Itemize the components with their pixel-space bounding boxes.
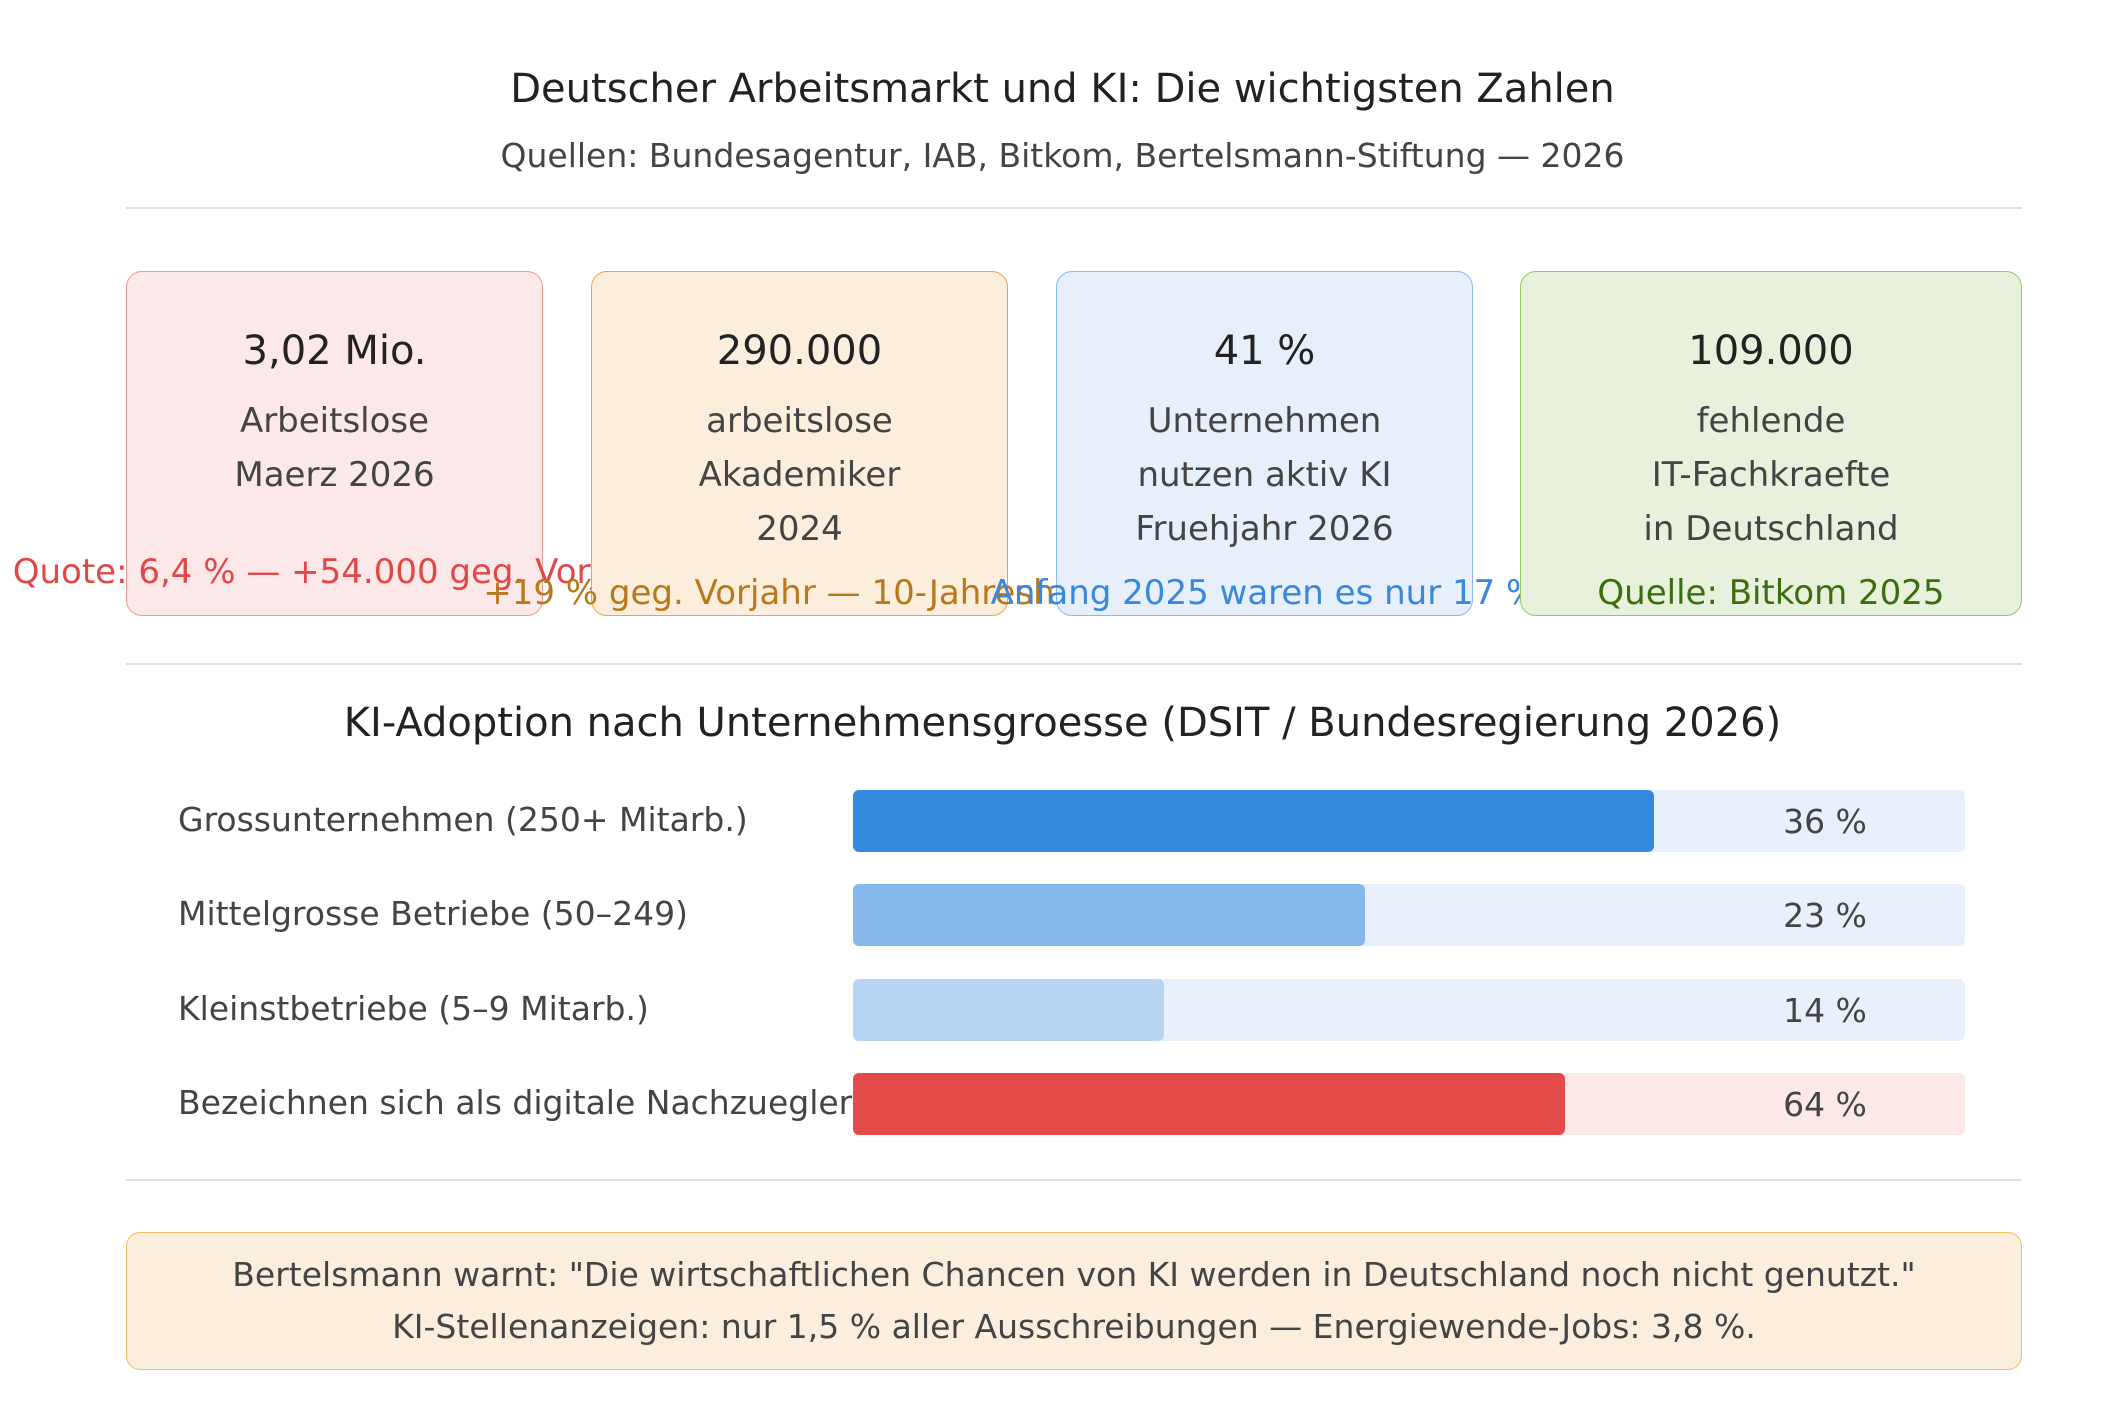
kpi-label: Arbeitslose Maerz 2026	[127, 394, 542, 502]
kpi-label-line: Arbeitslose	[239, 401, 430, 441]
kpi-value: 41 %	[1213, 328, 1316, 374]
kpi-note: Quelle: Bitkom 2025	[1597, 573, 1945, 613]
section-title: KI-Adoption nach Unternehmensgroesse (DS…	[343, 700, 1782, 746]
kpi-label: arbeitslose Akademiker 2024	[592, 394, 1007, 556]
bar-label: Mittelgrosse Betriebe (50–249)	[178, 894, 689, 933]
bar-fill	[853, 790, 1654, 852]
kpi-label-line: Fruehjahr 2026	[1135, 509, 1394, 549]
kpi-note: Anfang 2025 waren es nur 17 %	[990, 573, 1539, 613]
page-subtitle: Quellen: Bundesagentur, IAB, Bitkom, Ber…	[500, 136, 1625, 175]
kpi-value: 3,02 Mio.	[242, 328, 427, 374]
kpi-card: 41 % Unternehmen nutzen aktiv KI Fruehjahr …	[1056, 271, 1473, 616]
kpi-label-line: Maerz 2026	[234, 455, 435, 495]
kpi-label-line: in Deutschland	[1643, 509, 1899, 549]
bar-label: Grossunternehmen (250+ Mitarb.)	[178, 800, 748, 839]
callout-line-2: KI-Stellenanzeigen: nur 1,5 % aller Auss…	[392, 1307, 1756, 1346]
kpi-label: Unternehmen nutzen aktiv KI Fruehjahr 2026	[1057, 394, 1472, 556]
kpi-value: 290.000	[716, 328, 883, 374]
bar-track	[853, 884, 1965, 946]
callout-line-1: Bertelsmann warnt: "Die wirtschaftlichen…	[232, 1255, 1916, 1294]
bar-value: 23 %	[1783, 896, 1867, 935]
kpi-value: 109.000	[1688, 328, 1854, 374]
bar-track	[853, 790, 1965, 852]
bar-track	[853, 1073, 1965, 1135]
kpi-note: Quote: 6,4 % — +54.000 geg. Vorjahr	[12, 552, 657, 592]
kpi-label-line: Unternehmen	[1147, 401, 1382, 441]
divider	[126, 1179, 2022, 1181]
bar-value: 36 %	[1783, 802, 1867, 841]
kpi-label-line: fehlende	[1696, 401, 1846, 441]
kpi-label-line: IT-Fachkraefte	[1651, 455, 1891, 495]
bar-fill	[853, 979, 1165, 1041]
kpi-card: 290.000 arbeitslose Akademiker 2024	[591, 271, 1008, 616]
kpi-label: fehlende IT-Fachkraefte in Deutschland	[1521, 394, 2021, 556]
bar-fill	[853, 884, 1365, 946]
kpi-label-line: arbeitslose	[706, 401, 893, 441]
page-title: Deutscher Arbeitsmarkt und KI: Die wicht…	[510, 66, 1615, 112]
bar-label: Kleinstbetriebe (5–9 Mitarb.)	[178, 989, 649, 1028]
kpi-label-line: 2024	[756, 509, 843, 549]
bar-value: 64 %	[1783, 1085, 1867, 1124]
bar-label: Bezeichnen sich als digitale Nachzuegler	[178, 1083, 853, 1122]
divider	[126, 207, 2022, 209]
kpi-card: 3,02 Mio. Arbeitslose Maerz 2026	[126, 271, 543, 616]
kpi-card: 109.000 fehlende IT-Fachkraefte in Deutschl…	[1520, 271, 2022, 616]
bar-fill	[853, 1073, 1565, 1135]
kpi-label-line: nutzen aktiv KI	[1137, 455, 1392, 495]
kpi-label-line: Akademiker	[698, 455, 901, 495]
divider	[126, 663, 2022, 665]
callout-box: Bertelsmann warnt: "Die wirtschaftlichen…	[126, 1232, 2022, 1370]
bar-value: 14 %	[1783, 991, 1867, 1030]
kpi-note: +19 % geg. Vorjahr — 10-Jahreshoch	[483, 573, 1116, 613]
bar-track	[853, 979, 1965, 1041]
